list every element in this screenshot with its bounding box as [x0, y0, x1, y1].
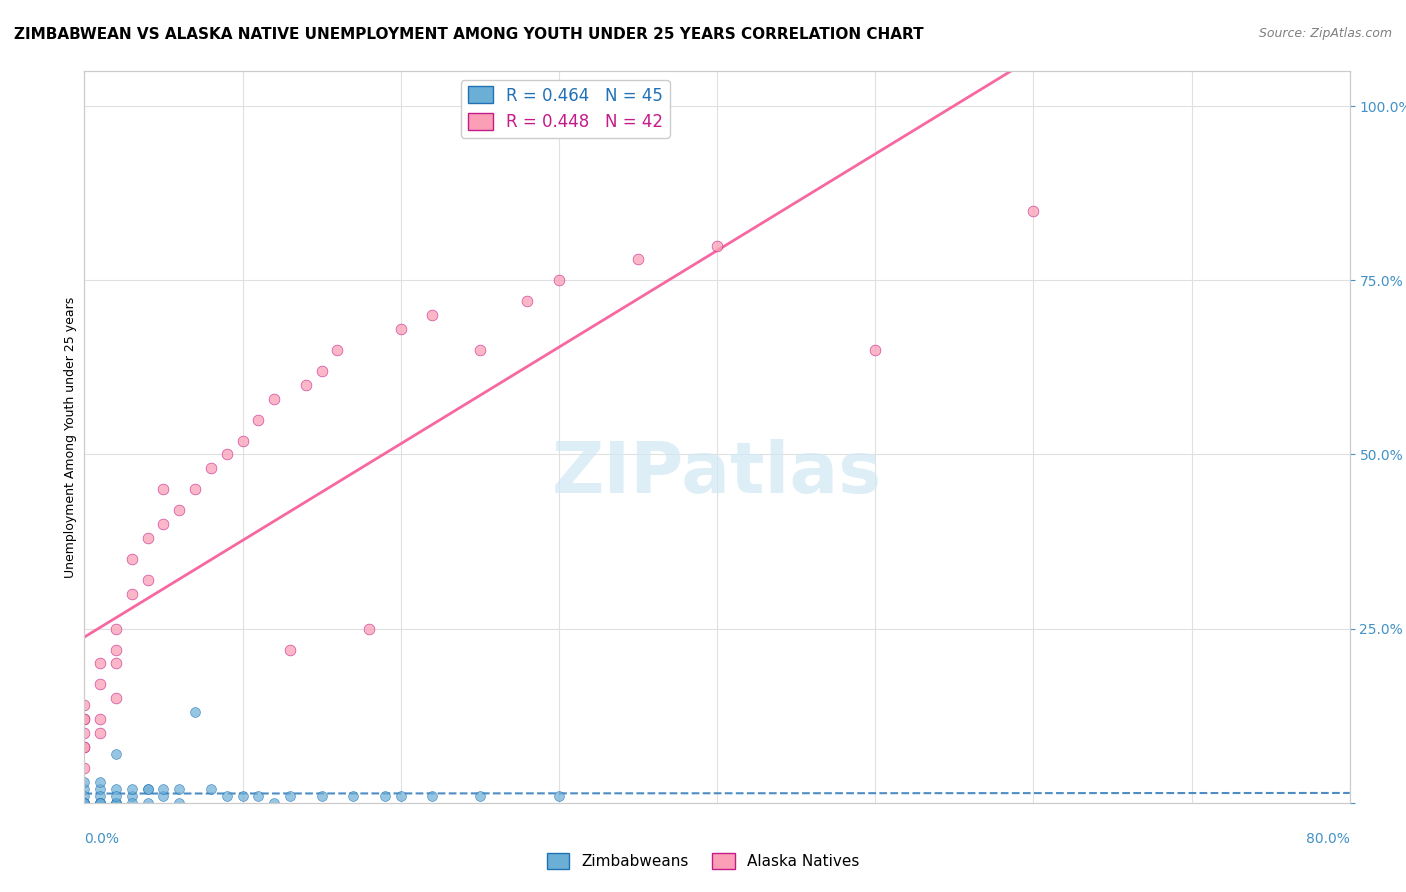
Point — [89, 781, 111, 796]
Point — [215, 448, 238, 462]
Point — [152, 781, 174, 796]
Point — [357, 622, 380, 636]
Point — [73, 712, 96, 726]
Point — [89, 796, 111, 810]
Point — [73, 761, 96, 775]
Point — [105, 622, 128, 636]
Point — [121, 587, 143, 601]
Point — [422, 308, 444, 322]
Point — [105, 781, 128, 796]
Point — [89, 775, 111, 789]
Point — [73, 775, 96, 789]
Point — [231, 789, 254, 803]
Point — [73, 726, 96, 740]
Point — [389, 789, 412, 803]
Legend: R = 0.464   N = 45, R = 0.448   N = 42: R = 0.464 N = 45, R = 0.448 N = 42 — [461, 79, 669, 137]
Point — [247, 412, 270, 426]
Point — [627, 252, 650, 267]
Point — [136, 781, 159, 796]
Point — [121, 552, 143, 566]
Point — [73, 712, 96, 726]
Point — [73, 796, 96, 810]
Point — [326, 343, 349, 357]
Point — [105, 747, 128, 761]
Point — [169, 796, 191, 810]
Point — [136, 531, 159, 545]
Point — [169, 503, 191, 517]
Point — [263, 796, 285, 810]
Point — [200, 781, 222, 796]
Point — [548, 273, 571, 287]
Text: ZIMBABWEAN VS ALASKA NATIVE UNEMPLOYMENT AMONG YOUTH UNDER 25 YEARS CORRELATION : ZIMBABWEAN VS ALASKA NATIVE UNEMPLOYMENT… — [14, 27, 924, 42]
Legend: Zimbabweans, Alaska Natives: Zimbabweans, Alaska Natives — [540, 847, 866, 875]
Point — [184, 483, 207, 497]
Point — [169, 781, 191, 796]
Point — [89, 796, 111, 810]
Point — [468, 343, 491, 357]
Point — [422, 789, 444, 803]
Point — [295, 377, 318, 392]
Point — [184, 705, 207, 719]
Point — [215, 789, 238, 803]
Point — [263, 392, 285, 406]
Point — [89, 712, 111, 726]
Point — [73, 796, 96, 810]
Point — [136, 573, 159, 587]
Point — [73, 740, 96, 755]
Point — [152, 789, 174, 803]
Point — [105, 796, 128, 810]
Point — [121, 789, 143, 803]
Point — [152, 517, 174, 532]
Point — [200, 461, 222, 475]
Text: 80.0%: 80.0% — [1306, 832, 1350, 846]
Point — [105, 796, 128, 810]
Point — [89, 726, 111, 740]
Point — [136, 781, 159, 796]
Point — [278, 789, 301, 803]
Point — [121, 781, 143, 796]
Point — [89, 677, 111, 691]
Point — [389, 322, 412, 336]
Y-axis label: Unemployment Among Youth under 25 years: Unemployment Among Youth under 25 years — [65, 296, 77, 578]
Point — [73, 698, 96, 713]
Point — [105, 691, 128, 706]
Point — [73, 740, 96, 755]
Point — [863, 343, 887, 357]
Point — [342, 789, 364, 803]
Point — [105, 796, 128, 810]
Point — [311, 364, 333, 378]
Point — [121, 796, 143, 810]
Point — [105, 657, 128, 671]
Point — [548, 789, 571, 803]
Point — [1022, 203, 1045, 218]
Point — [89, 789, 111, 803]
Text: ZIPatlas: ZIPatlas — [553, 439, 882, 508]
Point — [516, 294, 538, 309]
Point — [73, 796, 96, 810]
Text: 0.0%: 0.0% — [84, 832, 120, 846]
Point — [105, 789, 128, 803]
Point — [89, 657, 111, 671]
Point — [73, 796, 96, 810]
Point — [468, 789, 491, 803]
Point — [73, 781, 96, 796]
Text: Source: ZipAtlas.com: Source: ZipAtlas.com — [1258, 27, 1392, 40]
Point — [89, 796, 111, 810]
Point — [136, 796, 159, 810]
Point — [73, 789, 96, 803]
Point — [706, 238, 728, 252]
Point — [89, 796, 111, 810]
Point — [231, 434, 254, 448]
Point — [311, 789, 333, 803]
Point — [247, 789, 270, 803]
Point — [105, 642, 128, 657]
Point — [278, 642, 301, 657]
Point — [152, 483, 174, 497]
Point — [73, 796, 96, 810]
Point — [374, 789, 396, 803]
